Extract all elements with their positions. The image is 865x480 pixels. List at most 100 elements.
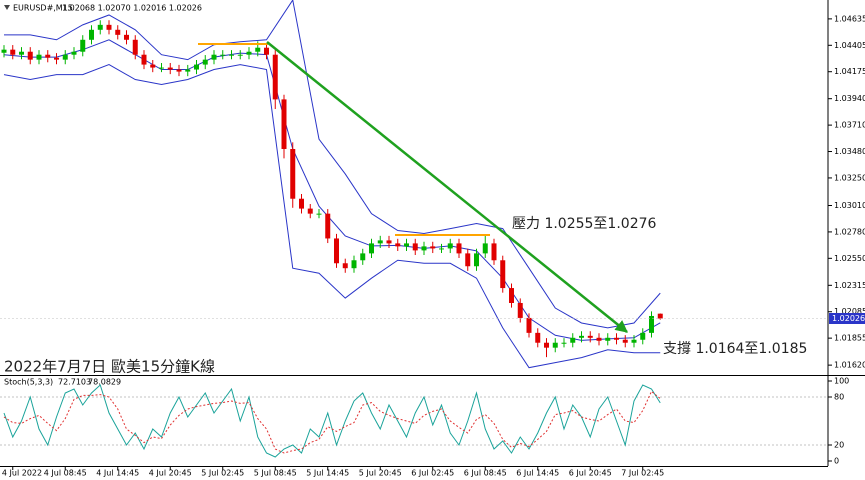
candle-body bbox=[491, 243, 497, 261]
stoch-panel bbox=[0, 384, 828, 458]
candle-body bbox=[255, 47, 261, 52]
candle-body bbox=[80, 39, 86, 52]
candle-body bbox=[351, 260, 357, 269]
candle-body bbox=[587, 335, 593, 338]
stoch-k-value: 72.7103 bbox=[58, 378, 91, 387]
candle-body bbox=[526, 317, 532, 333]
x-tick-label: 4 Jul 14:45 bbox=[96, 469, 139, 478]
resistance-note: 壓力 1.0255至1.0276 bbox=[512, 216, 657, 232]
y-tick-label: 1.03940 bbox=[834, 94, 865, 103]
candle-body bbox=[272, 54, 278, 100]
y-tick-label: 20 bbox=[834, 441, 844, 450]
y-tick-label: 1.03710 bbox=[834, 121, 865, 130]
candle-body bbox=[115, 29, 121, 35]
candle-body bbox=[36, 54, 42, 60]
chart-title: 2022年7月7日 歐美15分鐘K線 bbox=[4, 358, 215, 376]
x-tick-label: 5 Jul 14:45 bbox=[306, 469, 349, 478]
x-tick-label: 6 Jul 08:45 bbox=[464, 469, 507, 478]
support-note: 支撐 1.0164至1.0185 bbox=[663, 341, 807, 357]
candle-body bbox=[211, 54, 217, 60]
candle-body bbox=[185, 69, 191, 72]
candle-body bbox=[596, 337, 602, 341]
candle-body bbox=[614, 337, 619, 340]
last-price-tag bbox=[829, 312, 865, 324]
stoch-title: Stoch(5,3,3) bbox=[4, 378, 53, 387]
candle-body bbox=[246, 51, 252, 55]
candle-body bbox=[430, 246, 436, 249]
candle-body bbox=[1, 49, 7, 53]
stoch-d-value: 78.0829 bbox=[88, 378, 121, 387]
candle-body bbox=[482, 243, 488, 254]
x-tick-label: 6 Jul 20:45 bbox=[569, 469, 612, 478]
candle-body bbox=[439, 248, 444, 250]
candle-body bbox=[132, 39, 138, 55]
y-tick-label: 1.03010 bbox=[834, 201, 865, 210]
x-tick-label: 5 Jul 02:45 bbox=[201, 469, 244, 478]
bollinger-band bbox=[4, 0, 661, 329]
drawings bbox=[198, 41, 628, 333]
y-tick-label: 1.03250 bbox=[834, 173, 865, 182]
candle-body bbox=[89, 29, 94, 40]
candle-body bbox=[657, 313, 663, 319]
y-tick-label: 1.02085 bbox=[834, 307, 865, 316]
x-tick-label: 4 Jul 20:45 bbox=[149, 469, 192, 478]
x-tick-label: 5 Jul 20:45 bbox=[359, 469, 402, 478]
candle-body bbox=[622, 339, 628, 343]
y-tick-label: 100 bbox=[834, 377, 849, 386]
candle-body bbox=[202, 59, 208, 65]
candle-body bbox=[167, 67, 173, 70]
candle-body bbox=[307, 208, 313, 214]
candle-body bbox=[10, 49, 16, 55]
y-tick-label: 1.02550 bbox=[834, 254, 865, 263]
candle-body bbox=[456, 243, 462, 254]
x-tick-label: 6 Jul 02:45 bbox=[411, 469, 454, 478]
candle-body bbox=[194, 64, 199, 70]
candle-body bbox=[325, 213, 331, 239]
candle-body bbox=[71, 51, 77, 55]
last-price-label: 1.02026 bbox=[832, 314, 865, 323]
candle-body bbox=[377, 240, 383, 244]
candle-body bbox=[290, 148, 296, 199]
symbol: EURUSD#,M15 bbox=[13, 4, 73, 13]
candle-body bbox=[150, 64, 156, 68]
candle-body bbox=[316, 213, 322, 215]
candle-body bbox=[386, 240, 392, 244]
candle-body bbox=[220, 54, 226, 56]
candle-body bbox=[552, 342, 558, 348]
candle-body bbox=[579, 335, 584, 338]
candle-body bbox=[342, 263, 348, 269]
candle-body bbox=[605, 337, 611, 341]
y-tick-label: 1.04405 bbox=[834, 41, 865, 50]
candle-body bbox=[631, 339, 637, 343]
candle-body bbox=[124, 34, 129, 40]
candle-body bbox=[334, 238, 339, 264]
candle-body bbox=[465, 253, 471, 267]
candle-body bbox=[509, 288, 514, 303]
candle-body bbox=[412, 243, 418, 251]
candle-body bbox=[421, 246, 427, 251]
candle-body bbox=[640, 332, 646, 340]
candle-body bbox=[535, 332, 541, 343]
candle-body bbox=[447, 243, 453, 249]
candle-body bbox=[299, 198, 304, 209]
y-tick-label: 1.02780 bbox=[834, 227, 865, 236]
x-tick-label: 4 Jul 2022 bbox=[2, 469, 42, 478]
candle-body bbox=[570, 337, 576, 343]
trend-arrow bbox=[266, 41, 628, 333]
candle-body bbox=[159, 67, 164, 69]
x-tick-label: 4 Jul 08:45 bbox=[44, 469, 87, 478]
y-tick-label: 1.01855 bbox=[834, 334, 865, 343]
y-tick-label: 1.02315 bbox=[834, 281, 865, 290]
candle-body bbox=[369, 243, 374, 254]
bollinger-band bbox=[3, 39, 661, 341]
candle-body bbox=[19, 51, 24, 55]
y-tick-label: 1.01620 bbox=[834, 361, 865, 370]
y-tick-label: 1.03480 bbox=[834, 147, 865, 156]
quote: 1.02068 1.02070 1.02016 1.02026 bbox=[62, 4, 202, 13]
candle-body bbox=[237, 54, 243, 56]
candle-body bbox=[360, 253, 366, 261]
stoch-line bbox=[3, 390, 661, 454]
